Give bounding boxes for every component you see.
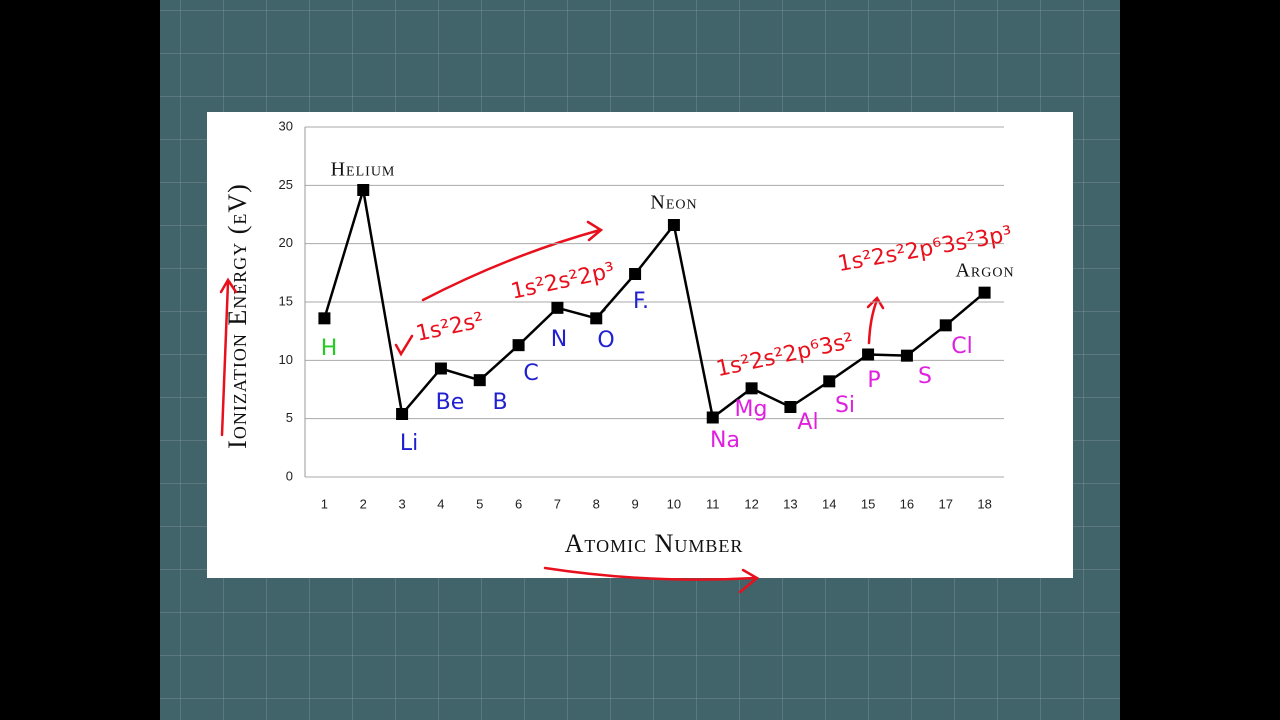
data-point <box>823 375 836 388</box>
element-name-label: Helium <box>331 159 396 181</box>
x-tick-label: 16 <box>900 496 914 511</box>
handwritten-note: F. <box>633 289 649 314</box>
arrow <box>219 277 238 437</box>
x-axis-label: Atomic Number <box>565 529 744 558</box>
data-point <box>745 382 758 395</box>
handwritten-note: Be <box>436 390 465 415</box>
handwritten-note: S <box>918 364 932 389</box>
x-tick-label: 2 <box>360 496 367 511</box>
element-name-label: Argon <box>955 260 1014 282</box>
x-tick-label: 11 <box>706 496 720 511</box>
x-tick-label: 8 <box>593 496 600 511</box>
data-point <box>706 411 719 424</box>
series-line <box>323 189 986 420</box>
y-tick-label: 10 <box>279 352 293 367</box>
x-tick-label: 6 <box>515 496 522 511</box>
data-point <box>862 348 875 361</box>
handwritten-note: Mg <box>735 397 768 422</box>
handwritten-note: O <box>597 328 614 353</box>
x-tick-label: 14 <box>822 496 836 511</box>
x-tick-label: 4 <box>437 496 444 511</box>
handwritten-note: Cl <box>951 334 972 359</box>
data-point <box>667 219 680 231</box>
y-tick-label: 0 <box>286 468 293 483</box>
arrow <box>421 220 604 302</box>
data-point <box>900 349 913 362</box>
handwritten-note: H <box>321 336 338 361</box>
element-name-label: Neon <box>650 192 697 214</box>
data-point <box>473 374 486 387</box>
y-tick-label: 15 <box>279 293 293 308</box>
check <box>394 334 414 357</box>
x-tick-label: 17 <box>939 496 953 511</box>
handwritten-note: Si <box>835 393 855 418</box>
x-tick-label: 3 <box>398 496 405 511</box>
handwritten-note: Li <box>400 431 418 456</box>
x-tick-label: 7 <box>554 496 561 511</box>
data-point <box>978 286 991 299</box>
data-point <box>434 362 447 375</box>
y-tick-label: 30 <box>279 118 293 133</box>
chart-card <box>207 112 1073 578</box>
x-tick-label: 9 <box>631 496 638 511</box>
y-tick-label: 25 <box>279 177 293 192</box>
data-point <box>629 268 642 280</box>
x-tick-label: 12 <box>744 496 758 511</box>
data-point <box>551 301 564 314</box>
data-point <box>512 339 525 352</box>
x-tick-label: 13 <box>783 496 797 511</box>
x-tick-label: 10 <box>667 496 681 511</box>
x-tick-label: 5 <box>476 496 483 511</box>
handwritten-note: C <box>523 361 538 386</box>
handwritten-note: Al <box>797 410 818 435</box>
handwritten-note: B <box>492 390 507 415</box>
x-tick-label: 1 <box>321 496 328 511</box>
handwritten-note: Na <box>710 428 740 453</box>
data-point <box>590 312 603 325</box>
arrow <box>543 566 760 594</box>
x-tick-label: 15 <box>861 496 875 511</box>
data-point <box>784 401 797 413</box>
data-point <box>396 408 409 420</box>
data-point <box>318 312 331 325</box>
handwritten-note: P <box>867 368 880 393</box>
handwritten-note: N <box>551 327 567 352</box>
y-tick-label: 20 <box>279 235 293 250</box>
data-point <box>357 184 370 196</box>
y-tick-label: 5 <box>286 410 293 425</box>
data-point <box>939 319 952 332</box>
x-tick-label: 18 <box>977 496 991 511</box>
arrow <box>866 295 885 345</box>
